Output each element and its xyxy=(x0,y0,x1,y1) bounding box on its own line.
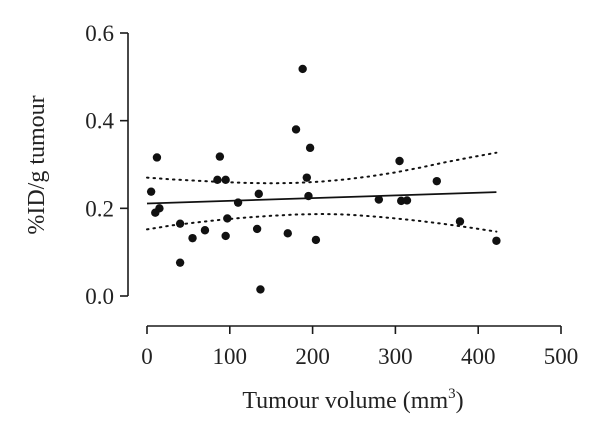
x-axis-title-close: ) xyxy=(456,388,464,414)
data-point xyxy=(302,173,312,182)
data-point xyxy=(305,143,315,153)
x-axis-title-superscript: 3 xyxy=(448,386,456,402)
data-point xyxy=(311,235,321,245)
data-point xyxy=(188,233,197,243)
data-point xyxy=(291,125,301,134)
regression-fit xyxy=(146,191,497,205)
x-tick-label: 500 xyxy=(544,344,579,369)
axes xyxy=(127,33,561,327)
data-point xyxy=(175,258,185,267)
y-ticks: 0.0 0.2 0.4 0.6 xyxy=(85,21,128,309)
data-points xyxy=(146,64,501,294)
data-point xyxy=(298,64,307,74)
x-ticks: 0 100 200 300 400 500 xyxy=(141,326,578,369)
x-tick-label: 100 xyxy=(213,344,248,369)
y-tick-label: 0.4 xyxy=(85,109,114,134)
data-point xyxy=(254,189,263,199)
y-tick-label: 0.6 xyxy=(85,21,114,46)
data-point xyxy=(223,214,232,223)
ci-upper-line xyxy=(146,151,498,185)
data-point xyxy=(304,191,313,201)
data-point xyxy=(213,175,222,185)
x-tick-label: 400 xyxy=(461,344,496,369)
data-point xyxy=(402,196,412,205)
ci-lower-line xyxy=(146,212,498,233)
fit-line xyxy=(146,191,497,205)
data-point xyxy=(395,156,404,166)
y-axis-title: %ID/g tumour xyxy=(24,95,50,234)
data-point xyxy=(175,219,185,228)
y-tick-label: 0.2 xyxy=(85,196,114,221)
data-point xyxy=(200,226,210,235)
data-point xyxy=(155,204,164,213)
data-point xyxy=(221,231,230,241)
data-point xyxy=(492,236,501,245)
data-point xyxy=(252,224,262,234)
confidence-band xyxy=(146,151,498,233)
data-point xyxy=(374,195,384,204)
data-point xyxy=(221,175,230,185)
data-point xyxy=(432,176,441,186)
x-tick-label: 300 xyxy=(378,344,413,369)
x-axis-title-text: Tumour volume (mm xyxy=(242,388,448,414)
data-point xyxy=(233,198,243,207)
data-point xyxy=(146,187,156,196)
data-point xyxy=(152,153,162,162)
x-axis-title: Tumour volume (mm3) xyxy=(242,386,463,414)
data-point xyxy=(256,285,265,294)
data-point xyxy=(215,152,225,161)
x-tick-label: 200 xyxy=(295,344,330,369)
x-tick-label: 0 xyxy=(141,344,153,369)
data-point xyxy=(455,217,465,226)
data-point xyxy=(283,229,292,238)
y-tick-label: 0.0 xyxy=(85,284,114,309)
